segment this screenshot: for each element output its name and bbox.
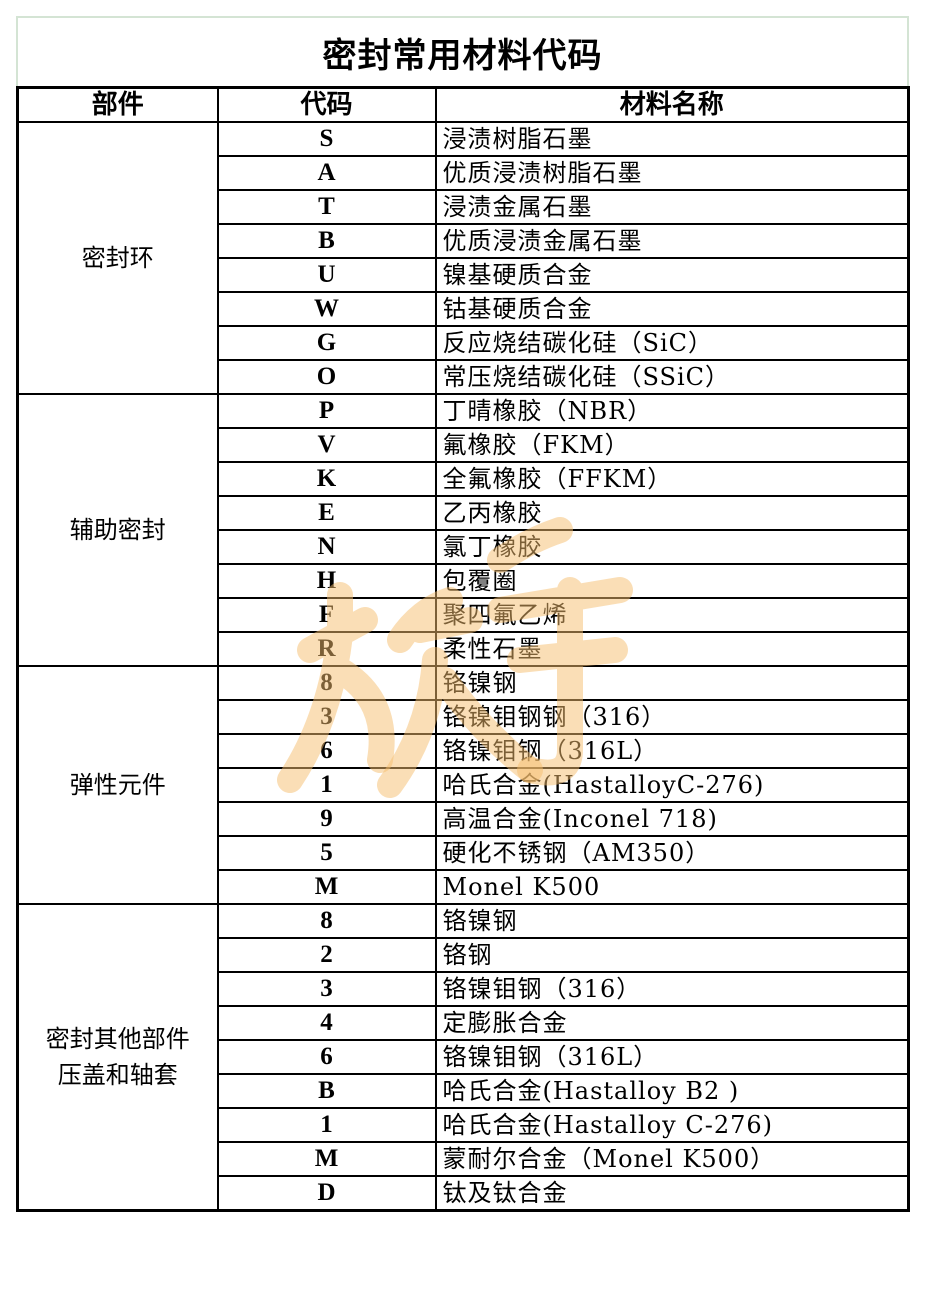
material-name-cell: 铬镍钼钢钢（316） <box>434 699 910 735</box>
header-code: 代码 <box>216 86 437 123</box>
header-name: 材料名称 <box>434 86 910 123</box>
code-cell: 6 <box>216 1039 437 1075</box>
table-row: 3 铬镍钼钢（316） <box>18 971 910 1007</box>
code-cell: M <box>216 1141 437 1177</box>
code-cell: B <box>216 223 437 259</box>
code-cell: O <box>216 359 437 395</box>
code-cell: K <box>216 461 437 497</box>
part-cell: 密封其他部件 压盖和轴套 <box>16 903 219 1212</box>
table-row: M 蒙耐尔合金（Monel K500） <box>18 1141 910 1177</box>
material-name-cell: 钴基硬质合金 <box>434 291 910 327</box>
material-name-cell: 定膨胀合金 <box>434 1005 910 1041</box>
material-name-cell: 包覆圈 <box>434 563 910 599</box>
table-row: B 优质浸渍金属石墨 <box>18 223 910 259</box>
material-name-cell: 蒙耐尔合金（Monel K500） <box>434 1141 910 1177</box>
page-title: 密封常用材料代码 <box>322 35 603 76</box>
table-row: B 哈氏合金(Hastalloy B2 ) <box>18 1073 910 1109</box>
table-row: 辅助密封 P 丁晴橡胶（NBR） <box>16 393 910 667</box>
code-cell: N <box>216 529 437 565</box>
code-cell: E <box>216 495 437 531</box>
material-name-cell: Monel K500 <box>434 869 910 905</box>
table-row: O 常压烧结碳化硅（SSiC） <box>18 359 910 395</box>
code-cell: 9 <box>216 801 437 837</box>
material-name-cell: 铬钢 <box>434 937 910 973</box>
material-name-cell: 乙丙橡胶 <box>434 495 910 531</box>
material-name-cell: 硬化不锈钢（AM350） <box>434 835 910 871</box>
material-name-cell: 柔性石墨 <box>434 631 910 667</box>
code-cell: M <box>216 869 437 905</box>
material-name-cell: 铬镍钢 <box>434 903 910 939</box>
code-cell: D <box>216 1175 437 1212</box>
material-name-cell: 全氟橡胶（FFKM） <box>434 461 910 497</box>
table-row: 1 哈氏合金(Hastalloy C-276) <box>18 1107 910 1143</box>
material-name-cell: 优质浸渍金属石墨 <box>434 223 910 259</box>
material-name-cell: 铬镍钼钢（316L） <box>434 733 910 769</box>
table-row: A 优质浸渍树脂石墨 <box>18 155 910 191</box>
material-name-cell: 氯丁橡胶 <box>434 529 910 565</box>
table-row: D 钛及钛合金 <box>18 1175 910 1212</box>
code-cell: 8 <box>216 665 437 701</box>
code-cell: U <box>216 257 437 293</box>
table-row: 5 硬化不锈钢（AM350） <box>18 835 910 871</box>
part-cell: 密封环 <box>16 121 219 395</box>
table-row: 4 定膨胀合金 <box>18 1005 910 1041</box>
material-code-table: 部件 代码 材料名称 密封环 S 浸渍树脂石墨 A 优质浸渍树脂石墨 T 浸渍金属石墨 B 优质… <box>16 86 910 1212</box>
table-row: G 反应烧结碳化硅（SiC） <box>18 325 910 361</box>
code-cell: F <box>216 597 437 633</box>
table-row: U 镍基硬质合金 <box>18 257 910 293</box>
code-cell: S <box>216 121 437 157</box>
material-name-cell: 镍基硬质合金 <box>434 257 910 293</box>
part-cell: 弹性元件 <box>16 665 219 905</box>
material-name-cell: 钛及钛合金 <box>434 1175 910 1212</box>
table-row: M Monel K500 <box>18 869 910 905</box>
material-name-cell: 浸渍树脂石墨 <box>434 121 910 157</box>
material-name-cell: 优质浸渍树脂石墨 <box>434 155 910 191</box>
code-cell: 8 <box>216 903 437 939</box>
title-cell: 密封常用材料代码 <box>16 16 909 86</box>
code-cell: R <box>216 631 437 667</box>
table-row: K 全氟橡胶（FFKM） <box>18 461 910 497</box>
table-row: 密封环 S 浸渍树脂石墨 <box>16 121 910 395</box>
code-cell: 5 <box>216 835 437 871</box>
material-name-cell: 浸渍金属石墨 <box>434 189 910 225</box>
part-cell: 辅助密封 <box>16 393 219 667</box>
table-row: 6 铬镍钼钢（316L） <box>18 1039 910 1075</box>
code-cell: 2 <box>216 937 437 973</box>
table-row: T 浸渍金属石墨 <box>18 189 910 225</box>
material-name-cell: 哈氏合金(Hastalloy C-276) <box>434 1107 910 1143</box>
code-cell: 4 <box>216 1005 437 1041</box>
table-row: 2 铬钢 <box>18 937 910 973</box>
code-cell: 1 <box>216 767 437 803</box>
material-name-cell: 铬镍钼钢（316L） <box>434 1039 910 1075</box>
code-cell: W <box>216 291 437 327</box>
table-row: V 氟橡胶（FKM） <box>18 427 910 463</box>
code-cell: A <box>216 155 437 191</box>
code-cell: 3 <box>216 971 437 1007</box>
material-name-cell: 反应烧结碳化硅（SiC） <box>434 325 910 361</box>
material-name-cell: 高温合金(Inconel 718) <box>434 801 910 837</box>
code-cell: H <box>216 563 437 599</box>
material-name-cell: 铬镍钢 <box>434 665 910 701</box>
material-name-cell: 哈氏合金(Hastalloy B2 ) <box>434 1073 910 1109</box>
code-cell: B <box>216 1073 437 1109</box>
material-name-cell: 铬镍钼钢（316） <box>434 971 910 1007</box>
material-name-cell: 常压烧结碳化硅（SSiC） <box>434 359 910 395</box>
material-name-cell: 聚四氟乙烯 <box>434 597 910 633</box>
header-row: 部件 代码 材料名称 <box>16 86 910 123</box>
code-cell: T <box>216 189 437 225</box>
code-cell: V <box>216 427 437 463</box>
code-cell: G <box>216 325 437 361</box>
code-cell: 1 <box>216 1107 437 1143</box>
code-cell: P <box>216 393 437 429</box>
code-cell: 6 <box>216 733 437 769</box>
material-name-cell: 丁晴橡胶（NBR） <box>434 393 910 429</box>
header-part: 部件 <box>16 86 219 123</box>
table-row: 9 高温合金(Inconel 718) <box>18 801 910 837</box>
material-name-cell: 哈氏合金(HastalloyC-276) <box>434 767 910 803</box>
table-row: 密封其他部件 压盖和轴套 8 铬镍钢 <box>16 903 910 1212</box>
table-row: 弹性元件 8 铬镍钢 <box>16 665 910 905</box>
code-cell: 3 <box>216 699 437 735</box>
material-name-cell: 氟橡胶（FKM） <box>434 427 910 463</box>
table-row: W 钴基硬质合金 <box>18 291 910 327</box>
